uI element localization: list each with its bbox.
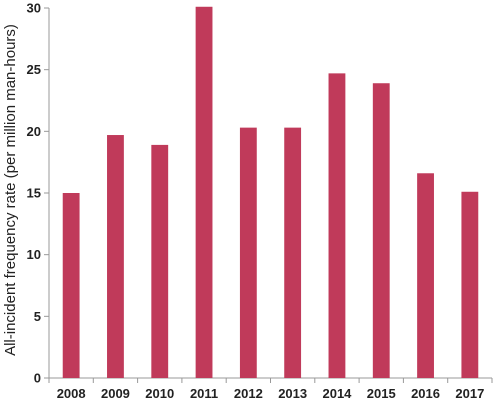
bar-2011 [195, 6, 213, 379]
x-tick-label: 2012 [234, 386, 263, 401]
bar-2016 [417, 173, 434, 378]
x-tick-label: 2008 [57, 386, 86, 401]
bar-2010 [151, 144, 169, 378]
y-tick-label: 20 [27, 124, 41, 139]
bar-2012 [239, 127, 257, 378]
x-tick-label: 2017 [455, 386, 484, 401]
x-axis: 2008 2009 2010 2011 2012 2013 2014 2015 2016 2017 [48, 377, 493, 401]
bars [62, 6, 479, 379]
y-tick-label: 0 [34, 371, 41, 386]
bar-2008 [62, 193, 80, 378]
y-axis-title: All-incident frequency rate (per million… [2, 24, 19, 356]
bar-2017 [461, 191, 479, 378]
x-tick-label: 2015 [367, 386, 396, 401]
x-tick-label: 2009 [101, 386, 130, 401]
bar-2014 [328, 73, 346, 378]
bar-2015 [372, 83, 390, 378]
bar-2013 [284, 127, 302, 378]
x-tick-label: 2010 [145, 386, 174, 401]
y-tick-label: 5 [34, 309, 41, 324]
y-tick-label: 15 [27, 186, 41, 201]
x-tick-label: 2013 [278, 386, 307, 401]
y-tick-label: 25 [27, 62, 41, 77]
y-tick-label: 10 [27, 247, 41, 262]
y-tick-label: 30 [27, 1, 41, 16]
y-axis: 0 5 10 15 20 25 30 [27, 1, 50, 386]
bar-2009 [107, 135, 124, 378]
x-tick-label: 2011 [190, 386, 218, 401]
x-tick-label: 2016 [411, 386, 440, 401]
x-tick-label: 2014 [322, 386, 352, 401]
